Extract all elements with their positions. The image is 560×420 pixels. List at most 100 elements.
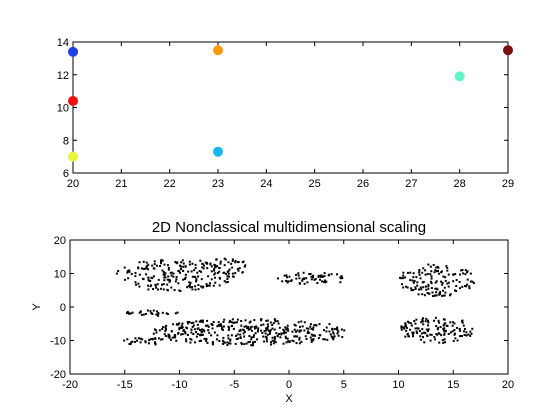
- mds-point: [235, 338, 238, 341]
- mds-point: [252, 341, 255, 344]
- mds-point: [195, 277, 198, 280]
- mds-point: [218, 284, 221, 287]
- mds-point: [179, 264, 182, 267]
- mds-point: [416, 331, 419, 334]
- mds-point: [462, 330, 465, 333]
- mds-point: [323, 279, 326, 282]
- data-point-1: [68, 46, 78, 57]
- mds-point: [178, 289, 181, 292]
- mds-point: [154, 337, 157, 340]
- mds-point: [201, 319, 204, 322]
- mds-point: [153, 260, 156, 263]
- mds-point: [424, 273, 427, 276]
- mds-point: [156, 283, 159, 286]
- x-tick-label: 28: [454, 178, 466, 190]
- x-tick-label: 23: [212, 178, 224, 190]
- mds-point: [470, 332, 473, 335]
- mds-point: [192, 321, 195, 324]
- mds-point: [265, 336, 268, 339]
- mds-point: [458, 280, 461, 283]
- mds-point: [232, 327, 235, 330]
- x-tick-label: 26: [357, 178, 369, 190]
- mds-point: [208, 331, 211, 334]
- mds-point: [461, 269, 464, 272]
- mds-point: [437, 326, 440, 329]
- mds-point: [195, 320, 198, 323]
- mds-point: [216, 338, 219, 341]
- mds-point: [144, 267, 147, 270]
- mds-point: [268, 329, 271, 332]
- mds-point: [182, 265, 185, 268]
- mds-point: [453, 329, 456, 332]
- mds-point: [167, 333, 170, 336]
- mds-point: [237, 337, 240, 340]
- mds-point: [253, 319, 256, 322]
- mds-point: [291, 339, 294, 342]
- mds-point: [422, 317, 425, 320]
- mds-point: [129, 343, 132, 346]
- mds-point: [194, 276, 197, 279]
- mds-point: [425, 288, 428, 291]
- mds-point: [420, 321, 423, 324]
- mds-point: [181, 326, 184, 329]
- data-point-4: [213, 45, 223, 56]
- mds-point: [270, 343, 273, 346]
- mds-point: [319, 334, 322, 337]
- mds-point: [294, 324, 297, 327]
- mds-point: [436, 333, 439, 336]
- mds-point: [399, 277, 402, 280]
- mds-point: [323, 280, 326, 283]
- mds-point: [341, 335, 344, 338]
- mds-point: [400, 326, 403, 329]
- mds-point: [223, 280, 226, 283]
- mds-point: [134, 281, 137, 284]
- mds-point: [308, 273, 311, 276]
- mds-point: [207, 329, 210, 332]
- mds-point: [182, 278, 185, 281]
- mds-point: [408, 335, 411, 338]
- mds-point: [145, 265, 148, 268]
- mds-point: [193, 269, 196, 272]
- mds-point: [419, 335, 422, 338]
- mds-point: [406, 271, 409, 274]
- mds-point: [290, 279, 293, 282]
- mds-point: [241, 271, 244, 274]
- mds-point: [446, 282, 449, 285]
- mds-point: [206, 341, 209, 344]
- mds-point: [194, 263, 197, 266]
- mds-point: [300, 340, 303, 343]
- mds-point: [435, 287, 438, 290]
- mds-point: [413, 320, 416, 323]
- mds-point: [159, 260, 162, 263]
- mds-point: [175, 275, 178, 278]
- mds-point: [216, 265, 219, 268]
- mds-point: [249, 326, 252, 329]
- mds-point: [231, 260, 234, 263]
- mds-point: [163, 276, 166, 279]
- mds-point: [314, 278, 317, 281]
- mds-point: [126, 310, 129, 313]
- mds-point: [458, 287, 461, 290]
- mds-point: [418, 273, 421, 276]
- mds-point: [284, 337, 287, 340]
- mds-point: [189, 341, 192, 344]
- mds-point: [285, 341, 288, 344]
- top-scatter-plot: 20 21 22 23 24 25 26 27 28 29 6 8 10 12 14: [57, 37, 514, 190]
- x-tick-label: -5: [229, 379, 239, 391]
- mds-point: [433, 294, 436, 297]
- mds-point: [213, 273, 216, 276]
- mds-point: [329, 333, 332, 336]
- mds-point: [286, 337, 289, 340]
- mds-point: [411, 331, 414, 334]
- mds-point: [468, 285, 471, 288]
- mds-point: [420, 288, 423, 291]
- mds-point: [278, 326, 281, 329]
- mds-point: [226, 277, 229, 280]
- mds-point: [231, 266, 234, 269]
- mds-point: [184, 330, 187, 333]
- mds-point: [430, 270, 433, 273]
- mds-point: [181, 322, 184, 325]
- mds-point: [153, 328, 156, 331]
- mds-point: [196, 271, 199, 274]
- mds-point: [218, 276, 221, 279]
